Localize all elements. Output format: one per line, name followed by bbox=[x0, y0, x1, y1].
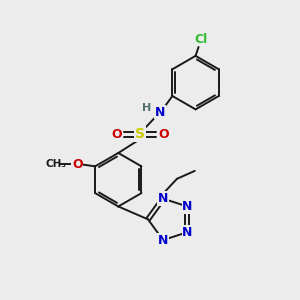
Text: O: O bbox=[159, 128, 169, 141]
Text: Cl: Cl bbox=[194, 32, 207, 46]
Text: N: N bbox=[182, 226, 193, 239]
Text: S: S bbox=[135, 127, 145, 141]
Text: O: O bbox=[72, 158, 83, 171]
Text: N: N bbox=[182, 200, 193, 213]
Text: O: O bbox=[111, 128, 122, 141]
Text: N: N bbox=[155, 106, 165, 119]
Text: CH₃: CH₃ bbox=[45, 159, 66, 170]
Text: H: H bbox=[142, 103, 152, 113]
Text: N: N bbox=[158, 192, 168, 205]
Text: N: N bbox=[158, 234, 168, 247]
